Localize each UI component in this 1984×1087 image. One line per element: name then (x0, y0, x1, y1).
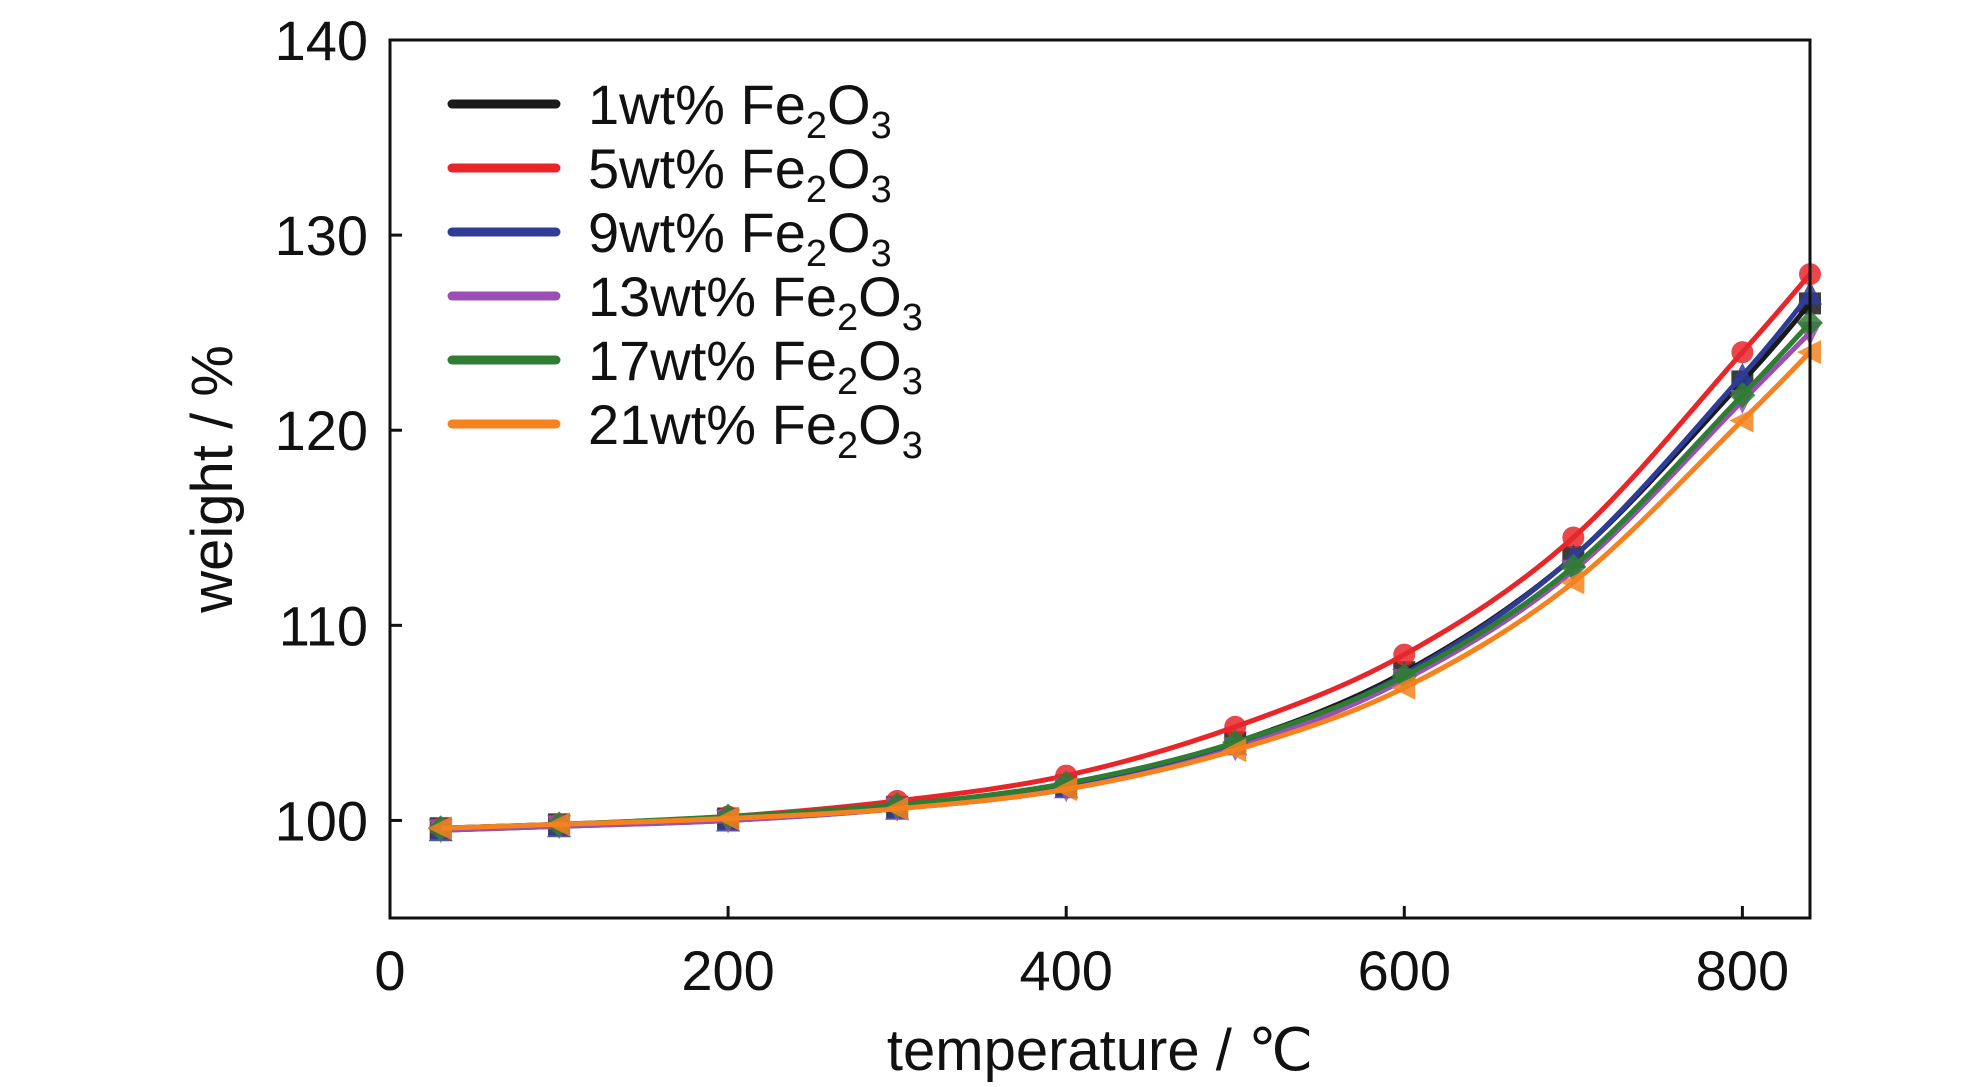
data-point (1730, 362, 1755, 387)
data-point (1560, 570, 1585, 595)
legend-label-part: 2 (837, 297, 858, 339)
data-point (1731, 341, 1754, 364)
data-point (1224, 715, 1247, 738)
legend-label-part: 3 (871, 105, 892, 147)
legend-label-part: O (827, 73, 871, 136)
data-point (1053, 777, 1078, 802)
legend-label-part: 2 (837, 425, 858, 467)
legend-label-part: O (858, 329, 902, 392)
series-6 (427, 340, 1821, 841)
data-point (715, 806, 740, 831)
y-tick-label: 100 (275, 789, 368, 852)
legend-label-part: 3 (902, 297, 923, 339)
legend-label-part: O (827, 137, 871, 200)
plot-frame (388, 38, 1812, 920)
legend-label: 17wt% Fe2O3 (588, 329, 923, 403)
series-line (440, 350, 1812, 831)
data-point (1729, 382, 1756, 409)
legend-item: 21wt% Fe2O3 (447, 393, 923, 467)
data-point (1729, 408, 1754, 433)
series-layer (427, 263, 1823, 844)
legend-item: 17wt% Fe2O3 (447, 329, 923, 403)
legend-label: 21wt% Fe2O3 (588, 393, 923, 467)
legend-item: 1wt% Fe2O3 (447, 73, 892, 147)
data-point (1562, 526, 1585, 549)
y-tick-label: 130 (275, 204, 368, 267)
legend-item: 9wt% Fe2O3 (447, 201, 892, 275)
x-axis: 0 200 400 600 800 (374, 906, 1789, 1002)
legend-label-part: 3 (871, 169, 892, 211)
legend-label: 5wt% Fe2O3 (588, 137, 892, 211)
x-tick-label: 800 (1696, 939, 1789, 1002)
legend-label-part: O (858, 393, 902, 456)
data-point (427, 816, 452, 841)
legend-label-part: 2 (806, 105, 827, 147)
legend-label-part: 21wt% Fe (588, 393, 837, 456)
x-tick-label: 0 (374, 939, 405, 1002)
legend-label-part: O (827, 201, 871, 264)
data-point (546, 812, 571, 837)
x-tick-label: 400 (1019, 939, 1112, 1002)
legend-label: 13wt% Fe2O3 (588, 265, 923, 339)
legend-label-part: 3 (871, 233, 892, 275)
legend-label-part: 2 (806, 233, 827, 275)
data-point (1222, 738, 1247, 763)
x-axis-title: temperature / ℃ (887, 1018, 1313, 1083)
data-point (884, 796, 909, 821)
legend-label-part: 13wt% Fe (588, 265, 837, 328)
data-point (1393, 643, 1416, 666)
legend-label-part: 2 (837, 361, 858, 403)
legend-label-part: O (858, 265, 902, 328)
y-tick-label: 110 (279, 594, 368, 657)
legend-label-part: 5wt% Fe (588, 137, 806, 200)
legend-label-part: 2 (806, 169, 827, 211)
legend-label: 1wt% Fe2O3 (588, 73, 892, 147)
legend-label-part: 3 (902, 425, 923, 467)
legend-label-part: 9wt% Fe (588, 201, 806, 264)
legend-item: 5wt% Fe2O3 (447, 137, 892, 211)
legend-item: 13wt% Fe2O3 (447, 265, 923, 339)
data-point (1391, 675, 1416, 700)
legend-label-part: 17wt% Fe (588, 329, 837, 392)
legend-label: 9wt% Fe2O3 (588, 201, 892, 275)
y-tick-label: 120 (275, 399, 368, 462)
x-tick-label: 600 (1358, 939, 1451, 1002)
legend-label-part: 3 (902, 361, 923, 403)
y-axis: 100 110 120 130 140 (275, 9, 402, 852)
y-tick-label: 140 (275, 9, 368, 72)
x-tick-label: 200 (681, 939, 774, 1002)
legend-label-part: 1wt% Fe (588, 73, 806, 136)
y-axis-title: weight / % (180, 345, 245, 614)
